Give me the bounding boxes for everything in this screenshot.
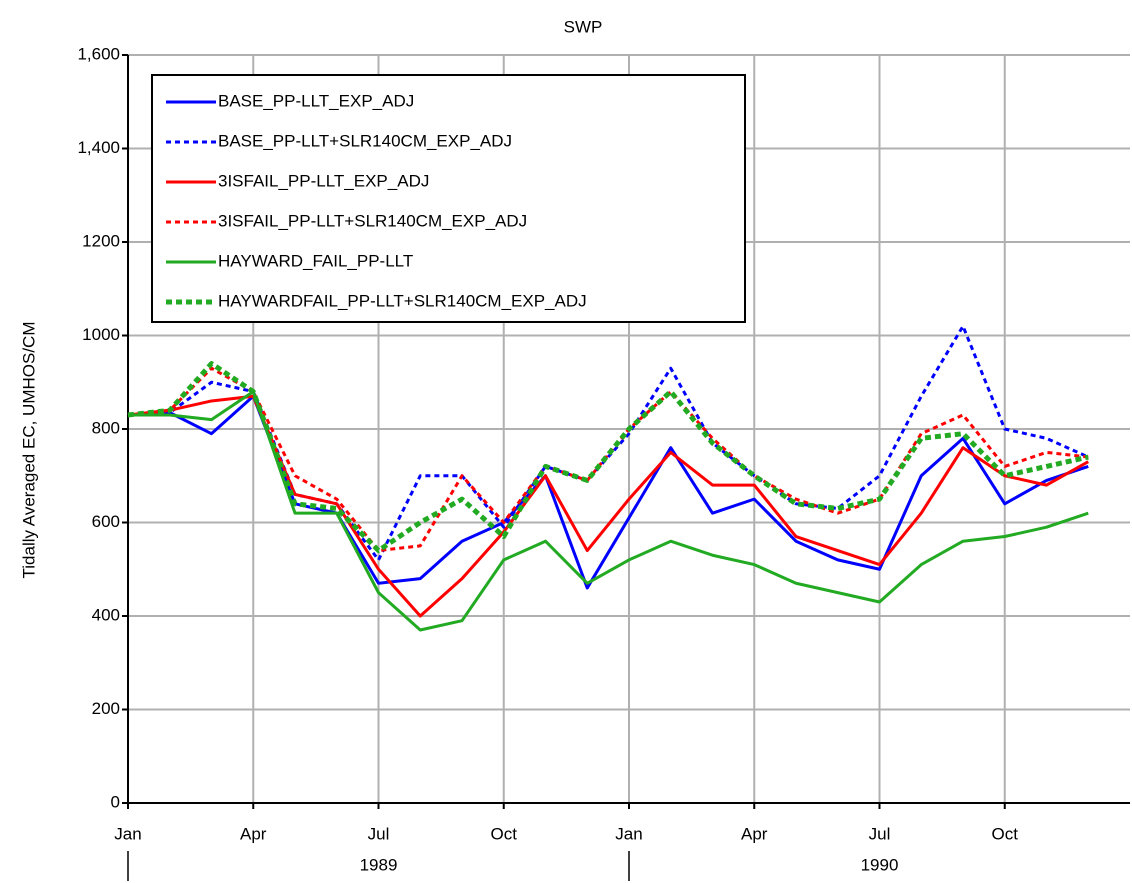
x-tick-label: Apr <box>741 824 768 843</box>
y-tick-label: 1,400 <box>77 138 120 157</box>
y-tick-label: 1000 <box>82 325 120 344</box>
y-tick-label: 800 <box>92 418 120 437</box>
y-tick-label: 0 <box>111 792 120 811</box>
x-tick-label: Jan <box>615 824 642 843</box>
legend-label: HAYWARD_FAIL_PP-LLT <box>218 251 413 270</box>
y-tick-label: 200 <box>92 699 120 718</box>
chart-title: SWP <box>564 17 603 36</box>
y-axis-label: Tidally Averaged EC, UMHOS/CM <box>19 322 38 579</box>
y-tick-label: 1200 <box>82 231 120 250</box>
year-label: 1989 <box>360 855 398 874</box>
legend-box <box>152 75 745 322</box>
y-tick-label: 600 <box>92 512 120 531</box>
x-tick-label: Oct <box>992 824 1019 843</box>
x-tick-label: Jul <box>869 824 891 843</box>
legend-label: BASE_PP-LLT_EXP_ADJ <box>218 91 414 110</box>
legend-label: 3ISFAIL_PP-LLT+SLR140CM_EXP_ADJ <box>218 211 527 230</box>
x-tick-label: Jul <box>368 824 390 843</box>
chart: SWP Tidally Averaged EC, UMHOS/CM 0 200 40… <box>0 0 1132 883</box>
legend-label: HAYWARDFAIL_PP-LLT+SLR140CM_EXP_ADJ <box>218 291 587 310</box>
x-tick-label: Oct <box>491 824 518 843</box>
legend-label: BASE_PP-LLT+SLR140CM_EXP_ADJ <box>218 131 512 150</box>
y-tick-label: 400 <box>92 605 120 624</box>
year-label: 1990 <box>861 855 899 874</box>
x-tick-label: Apr <box>240 824 267 843</box>
legend-label: 3ISFAIL_PP-LLT_EXP_ADJ <box>218 171 429 190</box>
page: {"chart_data": {"type": "line", "title":… <box>0 0 1132 883</box>
x-tick-label: Jan <box>114 824 141 843</box>
y-tick-label: 1,600 <box>77 44 120 63</box>
